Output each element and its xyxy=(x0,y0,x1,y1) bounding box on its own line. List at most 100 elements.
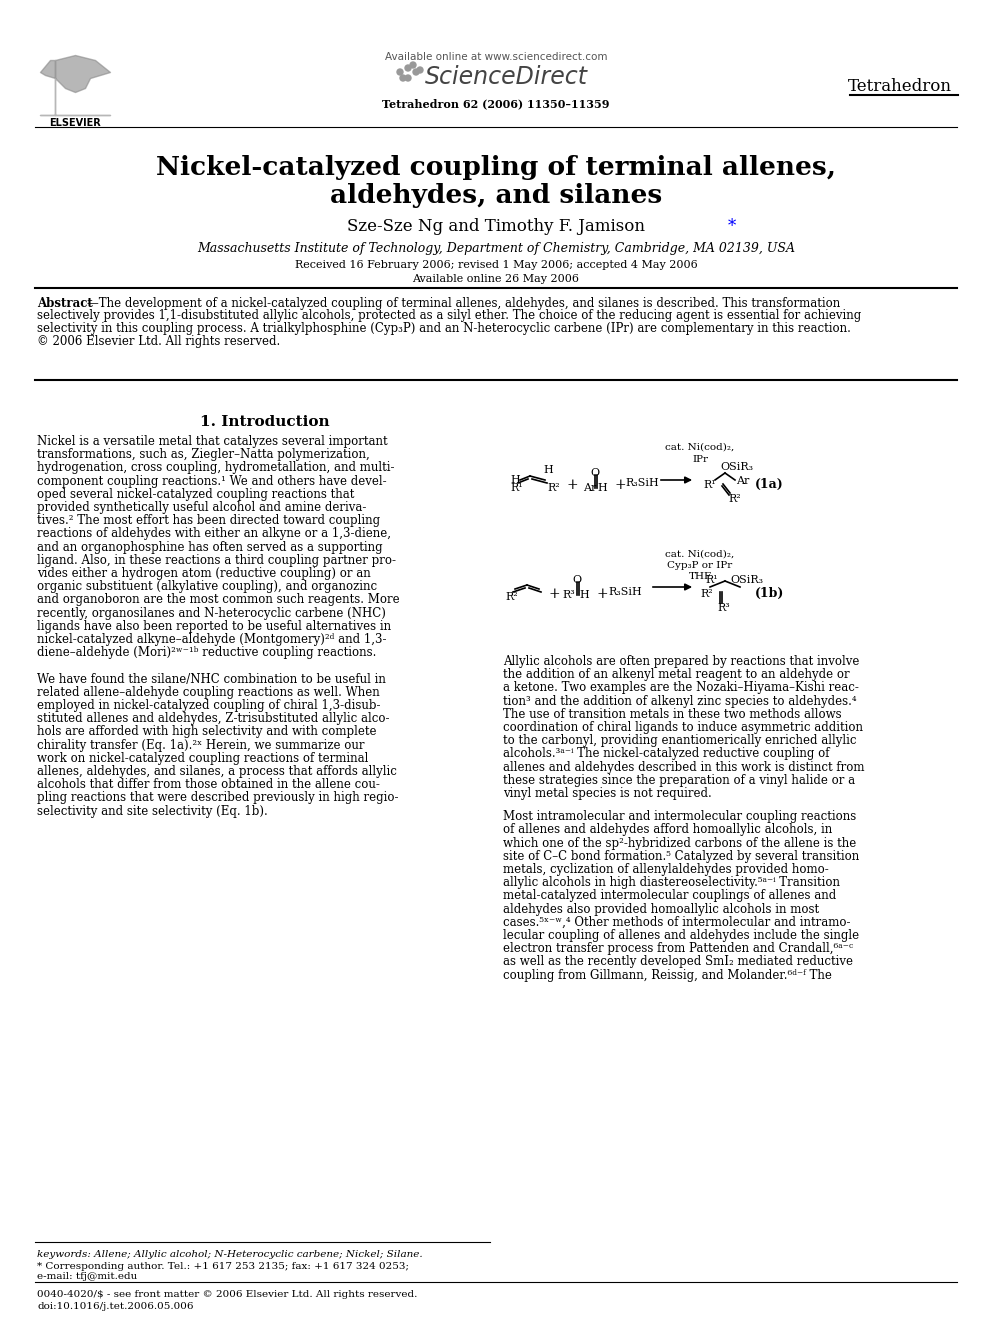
Text: Nickel-catalyzed coupling of terminal allenes,: Nickel-catalyzed coupling of terminal al… xyxy=(156,155,836,180)
Circle shape xyxy=(405,75,411,81)
Text: R¹: R¹ xyxy=(510,483,523,493)
Circle shape xyxy=(397,69,403,75)
Text: OSiR₃: OSiR₃ xyxy=(730,576,763,585)
Text: metals, cyclization of allenylaldehydes provided homo-: metals, cyclization of allenylaldehydes … xyxy=(503,863,828,876)
Text: H: H xyxy=(597,483,607,493)
Text: ligands have also been reported to be useful alternatives in: ligands have also been reported to be us… xyxy=(37,619,391,632)
Text: keywords: Allene; Allylic alcohol; N-Heterocyclic carbene; Nickel; Silane.: keywords: Allene; Allylic alcohol; N-Het… xyxy=(37,1250,423,1259)
Text: to the carbonyl, providing enantiomerically enriched allylic: to the carbonyl, providing enantiomerica… xyxy=(503,734,856,747)
Text: Abstract: Abstract xyxy=(37,296,92,310)
Text: a ketone. Two examples are the Nozaki–Hiyama–Kishi reac-: a ketone. Two examples are the Nozaki–Hi… xyxy=(503,681,859,695)
Text: ligand. Also, in these reactions a third coupling partner pro-: ligand. Also, in these reactions a third… xyxy=(37,554,396,566)
Text: vinyl metal species is not required.: vinyl metal species is not required. xyxy=(503,787,711,800)
Text: aldehydes, and silanes: aldehydes, and silanes xyxy=(330,183,662,208)
Text: OSiR₃: OSiR₃ xyxy=(720,462,753,472)
Text: Cyp₃P or IPr: Cyp₃P or IPr xyxy=(668,561,733,570)
Circle shape xyxy=(400,75,406,81)
Text: Available online 26 May 2006: Available online 26 May 2006 xyxy=(413,274,579,284)
Text: hydrogenation, cross coupling, hydrometallation, and multi-: hydrogenation, cross coupling, hydrometa… xyxy=(37,462,395,475)
Text: electron transfer process from Pattenden and Crandall,⁶ᵃ⁻ᶜ: electron transfer process from Pattenden… xyxy=(503,942,853,955)
Text: R²: R² xyxy=(547,483,559,493)
Text: these strategies since the preparation of a vinyl halide or a: these strategies since the preparation o… xyxy=(503,774,855,787)
Text: work on nickel-catalyzed coupling reactions of terminal: work on nickel-catalyzed coupling reacti… xyxy=(37,751,368,765)
Text: Ar: Ar xyxy=(736,476,749,486)
Text: metal-catalyzed intermolecular couplings of allenes and: metal-catalyzed intermolecular couplings… xyxy=(503,889,836,902)
Text: R₃SiH: R₃SiH xyxy=(625,478,659,488)
Text: transformations, such as, Ziegler–Natta polymerization,: transformations, such as, Ziegler–Natta … xyxy=(37,448,370,462)
Text: IPr: IPr xyxy=(692,455,708,464)
Text: R³: R³ xyxy=(717,603,730,613)
Text: Available online at www.sciencedirect.com: Available online at www.sciencedirect.co… xyxy=(385,52,607,62)
Text: allenes, aldehydes, and silanes, a process that affords allylic: allenes, aldehydes, and silanes, a proce… xyxy=(37,765,397,778)
Circle shape xyxy=(413,69,419,75)
Text: selectively provides 1,1-disubstituted allylic alcohols, protected as a silyl et: selectively provides 1,1-disubstituted a… xyxy=(37,310,861,323)
Text: recently, organosilanes and N-heterocyclic carbene (NHC): recently, organosilanes and N-heterocycl… xyxy=(37,607,386,619)
Text: selectivity in this coupling process. A trialkylphosphine (Cyp₃P) and an N-heter: selectivity in this coupling process. A … xyxy=(37,321,851,335)
Text: ELSEVIER: ELSEVIER xyxy=(50,118,101,128)
Text: aldehydes also provided homoallylic alcohols in most: aldehydes also provided homoallylic alco… xyxy=(503,902,819,916)
Text: provided synthetically useful alcohol and amine deriva-: provided synthetically useful alcohol an… xyxy=(37,501,366,515)
Circle shape xyxy=(417,67,423,73)
Text: tives.² The most effort has been directed toward coupling: tives.² The most effort has been directe… xyxy=(37,515,380,527)
Text: H: H xyxy=(579,590,588,601)
Text: R²: R² xyxy=(728,493,741,504)
Circle shape xyxy=(405,65,411,71)
Text: R¹: R¹ xyxy=(703,480,715,490)
Text: —The development of a nickel-catalyzed coupling of terminal allenes, aldehydes, : —The development of a nickel-catalyzed c… xyxy=(87,296,840,310)
Text: H: H xyxy=(543,464,553,475)
Text: R³: R³ xyxy=(562,590,574,601)
Text: employed in nickel-catalyzed coupling of chiral 1,3-disub-: employed in nickel-catalyzed coupling of… xyxy=(37,699,381,712)
Text: We have found the silane/NHC combination to be useful in: We have found the silane/NHC combination… xyxy=(37,672,386,685)
Text: and an organophosphine has often served as a supporting: and an organophosphine has often served … xyxy=(37,541,383,553)
Text: diene–aldehyde (Mori)²ʷ⁻¹ᵇ reductive coupling reactions.: diene–aldehyde (Mori)²ʷ⁻¹ᵇ reductive cou… xyxy=(37,646,376,659)
Text: 0040-4020/$ - see front matter © 2006 Elsevier Ltd. All rights reserved.: 0040-4020/$ - see front matter © 2006 El… xyxy=(37,1290,418,1299)
Text: *: * xyxy=(728,218,736,235)
Text: tion³ and the addition of alkenyl zinc species to aldehydes.⁴: tion³ and the addition of alkenyl zinc s… xyxy=(503,695,857,708)
Text: +: + xyxy=(548,587,559,601)
Text: of allenes and aldehydes afford homoallylic alcohols, in: of allenes and aldehydes afford homoally… xyxy=(503,823,832,836)
Text: R¹: R¹ xyxy=(705,576,717,585)
Text: coordination of chiral ligands to induce asymmetric addition: coordination of chiral ligands to induce… xyxy=(503,721,863,734)
Text: R₃SiH: R₃SiH xyxy=(608,587,642,597)
Text: R²: R² xyxy=(505,591,518,602)
Text: Ar: Ar xyxy=(583,483,596,493)
Text: Nickel is a versatile metal that catalyzes several important: Nickel is a versatile metal that catalyz… xyxy=(37,435,388,448)
Text: oped several nickel-catalyzed coupling reactions that: oped several nickel-catalyzed coupling r… xyxy=(37,488,354,501)
Text: doi:10.1016/j.tet.2006.05.006: doi:10.1016/j.tet.2006.05.006 xyxy=(37,1302,193,1311)
Text: THF: THF xyxy=(688,572,711,581)
Text: Received 16 February 2006; revised 1 May 2006; accepted 4 May 2006: Received 16 February 2006; revised 1 May… xyxy=(295,261,697,270)
Text: site of C–C bond formation.⁵ Catalyzed by several transition: site of C–C bond formation.⁵ Catalyzed b… xyxy=(503,849,859,863)
Text: cases.⁵ˣ⁻ʷ‚⁴ Other methods of intermolecular and intramo-: cases.⁵ˣ⁻ʷ‚⁴ Other methods of intermolec… xyxy=(503,916,850,929)
Text: alcohols that differ from those obtained in the allene cou-: alcohols that differ from those obtained… xyxy=(37,778,380,791)
Text: Most intramolecular and intermolecular coupling reactions: Most intramolecular and intermolecular c… xyxy=(503,810,856,823)
Text: coupling from Gillmann, Reissig, and Molander.⁶ᵈ⁻ᶠ The: coupling from Gillmann, Reissig, and Mol… xyxy=(503,968,832,982)
Text: organic substituent (alkylative coupling), and organozinc: organic substituent (alkylative coupling… xyxy=(37,581,377,593)
Text: selectivity and site selectivity (Eq. 1b).: selectivity and site selectivity (Eq. 1b… xyxy=(37,804,268,818)
Text: lecular coupling of allenes and aldehydes include the single: lecular coupling of allenes and aldehyde… xyxy=(503,929,859,942)
Text: related allene–aldehyde coupling reactions as well. When: related allene–aldehyde coupling reactio… xyxy=(37,685,380,699)
Text: H: H xyxy=(510,475,520,486)
Text: (1b): (1b) xyxy=(755,587,785,601)
Text: 1. Introduction: 1. Introduction xyxy=(200,415,329,429)
Text: component coupling reactions.¹ We and others have devel-: component coupling reactions.¹ We and ot… xyxy=(37,475,387,488)
Text: cat. Ni(cod)₂,: cat. Ni(cod)₂, xyxy=(666,550,735,560)
Circle shape xyxy=(410,62,416,67)
Text: Tetrahedron: Tetrahedron xyxy=(848,78,952,95)
Text: allenes and aldehydes described in this work is distinct from: allenes and aldehydes described in this … xyxy=(503,761,864,774)
Text: nickel-catalyzed alkyne–aldehyde (Montgomery)²ᵈ and 1,3-: nickel-catalyzed alkyne–aldehyde (Montgo… xyxy=(37,632,387,646)
Text: Sze-Sze Ng and Timothy F. Jamison: Sze-Sze Ng and Timothy F. Jamison xyxy=(347,218,645,235)
Text: +: + xyxy=(597,587,609,601)
Text: * Corresponding author. Tel.: +1 617 253 2135; fax: +1 617 324 0253;: * Corresponding author. Tel.: +1 617 253… xyxy=(37,1262,409,1271)
Text: R²: R² xyxy=(700,589,712,599)
Text: +: + xyxy=(566,478,577,492)
Text: as well as the recently developed SmI₂ mediated reductive: as well as the recently developed SmI₂ m… xyxy=(503,955,853,968)
Text: O: O xyxy=(572,576,581,585)
Text: and organoboron are the most common such reagents. More: and organoboron are the most common such… xyxy=(37,594,400,606)
Text: reactions of aldehydes with either an alkyne or a 1,3-diene,: reactions of aldehydes with either an al… xyxy=(37,528,391,540)
Text: the addition of an alkenyl metal reagent to an aldehyde or: the addition of an alkenyl metal reagent… xyxy=(503,668,849,681)
Text: cat. Ni(cod)₂,: cat. Ni(cod)₂, xyxy=(666,443,735,452)
Text: alcohols.³ᵃ⁻ⁱ The nickel-catalyzed reductive coupling of: alcohols.³ᵃ⁻ⁱ The nickel-catalyzed reduc… xyxy=(503,747,829,761)
Text: © 2006 Elsevier Ltd. All rights reserved.: © 2006 Elsevier Ltd. All rights reserved… xyxy=(37,335,281,348)
Text: e-mail: tfj@mit.edu: e-mail: tfj@mit.edu xyxy=(37,1271,137,1281)
Text: hols are afforded with high selectivity and with complete: hols are afforded with high selectivity … xyxy=(37,725,377,738)
